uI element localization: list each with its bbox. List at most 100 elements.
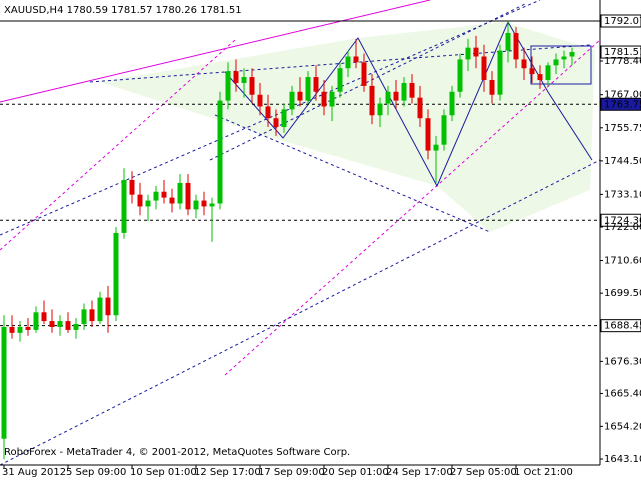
candle-body bbox=[129, 179, 135, 195]
candle-body bbox=[329, 91, 335, 107]
candle-body bbox=[545, 65, 551, 81]
price-box bbox=[600, 97, 641, 111]
candle-body bbox=[185, 182, 191, 210]
candle-body bbox=[281, 109, 287, 128]
candle-body bbox=[425, 118, 431, 151]
candle-body bbox=[121, 179, 127, 233]
candle-body bbox=[449, 91, 455, 116]
channel-line bbox=[0, 0, 431, 103]
candle-body bbox=[369, 85, 375, 116]
channel-line bbox=[209, 3, 526, 161]
y-tick-label: 1699.50 bbox=[604, 288, 641, 299]
candle-body bbox=[481, 56, 487, 81]
candle-body bbox=[169, 197, 175, 204]
candle-body bbox=[297, 91, 303, 101]
candle-body bbox=[137, 194, 143, 207]
candle-body bbox=[441, 115, 447, 145]
y-tick-label: 1767.00 bbox=[604, 90, 641, 101]
target-box bbox=[530, 45, 592, 85]
candle-body bbox=[65, 321, 71, 330]
candle-body bbox=[377, 103, 383, 116]
candle-body bbox=[337, 68, 343, 92]
candle-body bbox=[113, 232, 119, 316]
candle-body bbox=[145, 200, 151, 207]
candle-body bbox=[9, 326, 15, 333]
candle-body bbox=[473, 47, 479, 57]
candle-body bbox=[561, 56, 567, 60]
candle-body bbox=[265, 106, 271, 119]
candle-body bbox=[193, 200, 199, 210]
candle-body bbox=[209, 203, 215, 207]
candle-body bbox=[217, 100, 223, 204]
y-tick-label: 1744.50 bbox=[604, 156, 641, 167]
candle-body bbox=[49, 321, 55, 327]
footer: RoboForex - MetaTrader 4, © 2001-2012, M… bbox=[4, 447, 350, 458]
y-tick-label: 1710.60 bbox=[604, 256, 641, 267]
y-tick-label: 1763.75 bbox=[604, 99, 641, 110]
candle-body bbox=[33, 312, 39, 330]
candle-body bbox=[25, 326, 31, 330]
y-tick-label: 1688.45 bbox=[604, 321, 641, 332]
candle-body bbox=[457, 59, 463, 92]
x-tick-label: 31 Aug 2012 bbox=[2, 467, 66, 478]
y-tick-label: 1755.75 bbox=[604, 123, 641, 134]
channel-line bbox=[0, 39, 236, 251]
candle-body bbox=[201, 200, 207, 207]
candle-body bbox=[81, 309, 87, 325]
candle-body bbox=[257, 94, 263, 107]
candle-body bbox=[409, 82, 415, 98]
candle-body bbox=[353, 56, 359, 63]
y-tick-label: 1781.51 bbox=[604, 47, 641, 58]
candle-body bbox=[249, 77, 255, 95]
candle-body bbox=[553, 59, 559, 66]
candle-body bbox=[1, 326, 7, 439]
y-tick-label: 1676.30 bbox=[604, 356, 641, 367]
candle-body bbox=[521, 59, 527, 69]
candle-body bbox=[17, 326, 23, 333]
y-tick-label: 1665.40 bbox=[604, 388, 641, 399]
candle-body bbox=[89, 309, 95, 322]
candle-body bbox=[97, 297, 103, 322]
chart-title: XAUUSD,H4 1780.59 1781.57 1780.26 1781.5… bbox=[4, 5, 242, 16]
plot bbox=[0, 20, 600, 460]
candle-body bbox=[177, 182, 183, 204]
y-tick-label: 1654.20 bbox=[604, 421, 641, 432]
channel-line bbox=[0, 159, 601, 466]
x-tick-label: 27 Sep 05:00 bbox=[450, 467, 517, 478]
y-tick-label: 1722.00 bbox=[604, 222, 641, 233]
x-tick-label: 5 Sep 09:00 bbox=[66, 467, 126, 478]
candle-body bbox=[497, 50, 503, 95]
y-tick-label: 1792.07 bbox=[604, 16, 641, 27]
channel-line bbox=[214, 114, 491, 233]
candle-body bbox=[505, 32, 511, 51]
candle-body bbox=[105, 297, 111, 316]
x-tick-label: 1 Oct 21:00 bbox=[514, 467, 573, 478]
candle-body bbox=[41, 312, 47, 322]
candle-body bbox=[233, 71, 239, 83]
x-tick-label: 24 Sep 17:00 bbox=[386, 467, 453, 478]
candle-body bbox=[417, 97, 423, 119]
candle-body bbox=[161, 191, 167, 198]
candle-body bbox=[313, 77, 319, 92]
candle-body bbox=[73, 324, 79, 330]
forecast-area bbox=[100, 22, 595, 232]
price-box bbox=[600, 319, 641, 333]
x-tick-label: 10 Sep 01:00 bbox=[130, 467, 197, 478]
candle-body bbox=[433, 144, 439, 151]
x-tick-label: 20 Sep 01:00 bbox=[322, 467, 389, 478]
candle-body bbox=[321, 91, 327, 107]
candle-body bbox=[361, 62, 367, 86]
candle-body bbox=[401, 82, 407, 101]
price-box bbox=[600, 14, 641, 28]
y-tick-label: 1643.10 bbox=[604, 454, 641, 465]
candle-body bbox=[537, 74, 543, 81]
candle-body bbox=[569, 52, 575, 57]
x-tick-label: 17 Sep 09:00 bbox=[258, 467, 325, 478]
candle-body bbox=[241, 77, 247, 83]
candle-body bbox=[289, 91, 295, 110]
wave-path bbox=[224, 20, 593, 188]
candle-body bbox=[513, 32, 519, 60]
candle-body bbox=[489, 80, 495, 95]
candle-body bbox=[305, 77, 311, 101]
